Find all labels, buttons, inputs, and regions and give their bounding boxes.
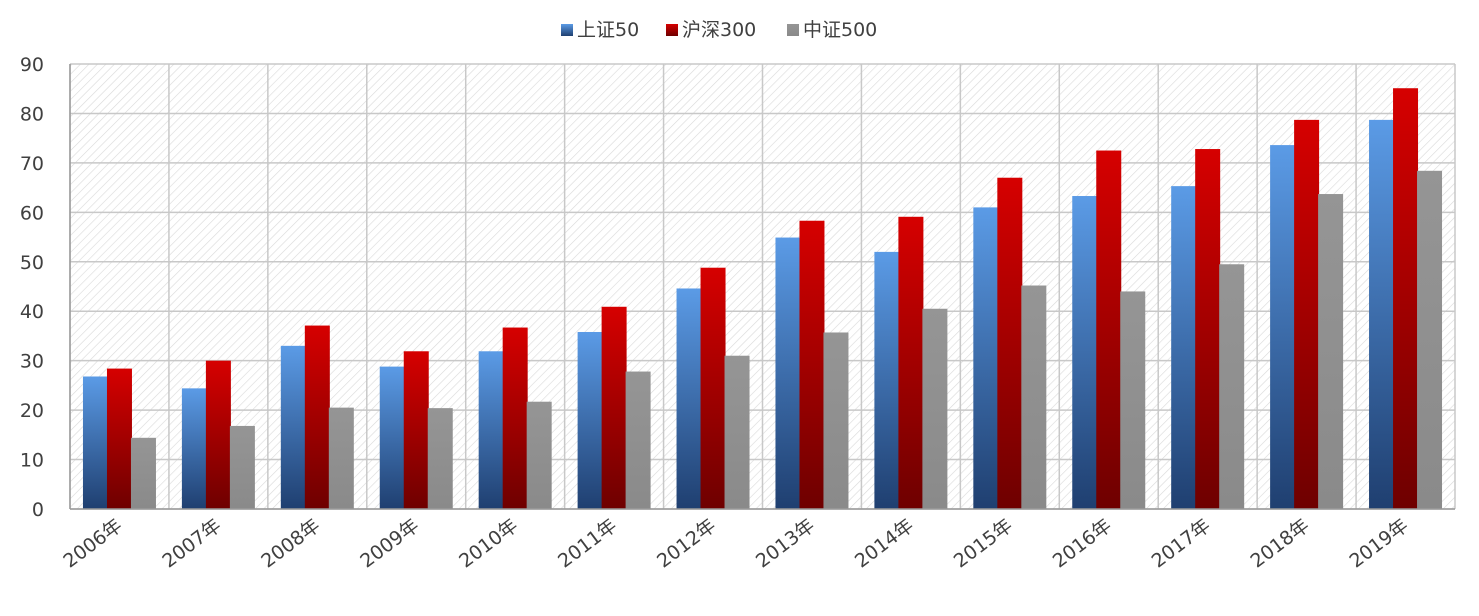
bar-2-13 [1417,170,1443,510]
bar-1-5 [601,306,627,509]
legend-swatch-1 [666,24,678,36]
x-tick-label: 2010年 [455,514,522,572]
legend: 上证50 沪深300 中证500 [561,19,877,41]
bar-0-8 [874,251,900,509]
x-tick-label: 2016年 [1049,514,1116,572]
x-tick-label: 2008年 [257,514,324,572]
y-tick-label: 90 [20,54,44,76]
x-tick-label: 2007年 [158,514,225,572]
y-tick-label: 10 [20,450,44,472]
bar-0-12 [1270,145,1296,510]
bar-1-0 [106,368,132,509]
bar-2-6 [724,355,750,509]
bar-0-2 [280,345,306,509]
x-tick-label: 2011年 [554,514,621,572]
bar-1-7 [799,220,825,509]
x-tick-label: 2018年 [1247,514,1314,572]
x-tick-label: 2019年 [1346,514,1413,572]
x-tick-label: 2012年 [653,514,720,572]
bar-1-12 [1294,119,1320,509]
x-tick-label: 2013年 [752,514,819,572]
bar-2-7 [823,332,849,509]
bar-0-10 [1072,196,1098,509]
legend-label-0: 上证50 [577,19,639,41]
y-tick-label: 60 [20,202,44,224]
x-tick-label: 2015年 [950,514,1017,572]
bar-1-1 [205,360,231,509]
bar-2-10 [1120,291,1146,509]
x-tick-label: 2009年 [356,514,423,572]
legend-label-1: 沪深300 [682,19,756,41]
bar-2-1 [229,425,255,509]
bar-0-4 [478,351,504,509]
bar-0-13 [1369,119,1395,509]
bar-2-0 [130,437,156,509]
bar-1-10 [1096,150,1122,509]
legend-swatch-0 [561,24,573,36]
bar-1-3 [403,351,429,509]
bar-0-6 [676,288,702,509]
bar-0-9 [973,207,999,509]
bar-0-1 [181,388,207,509]
bar-1-6 [700,267,726,509]
bar-2-9 [1021,285,1047,509]
x-tick-label: 2017年 [1148,514,1215,572]
y-tick-label: 20 [20,400,44,422]
bar-1-9 [997,177,1023,509]
bar-2-5 [625,371,651,509]
x-tick-label: 2014年 [851,514,918,572]
bar-2-8 [922,308,948,509]
bar-2-11 [1219,264,1245,509]
bar-1-8 [898,216,924,510]
bar-1-11 [1195,149,1221,510]
y-tick-label: 50 [20,252,44,274]
bar-1-13 [1393,88,1419,509]
bar-0-3 [379,366,405,509]
bar-2-4 [526,401,552,509]
y-tick-label: 80 [20,103,44,125]
y-tick-label: 0 [32,499,44,521]
bar-0-11 [1171,186,1197,509]
bar-1-4 [502,327,528,509]
y-tick-label: 70 [20,153,44,175]
bar-1-2 [304,325,330,509]
legend-swatch-2 [787,24,799,36]
bars [82,88,1443,510]
bar-2-3 [427,408,453,509]
bar-0-5 [577,331,603,509]
bar-0-0 [82,376,108,509]
y-tick-label: 30 [20,351,44,373]
bar-2-2 [328,407,354,509]
y-tick-label: 40 [20,301,44,323]
bar-2-12 [1318,194,1344,510]
bar-0-7 [775,237,801,510]
legend-label-2: 中证500 [803,19,877,41]
x-tick-label: 2006年 [59,514,126,572]
